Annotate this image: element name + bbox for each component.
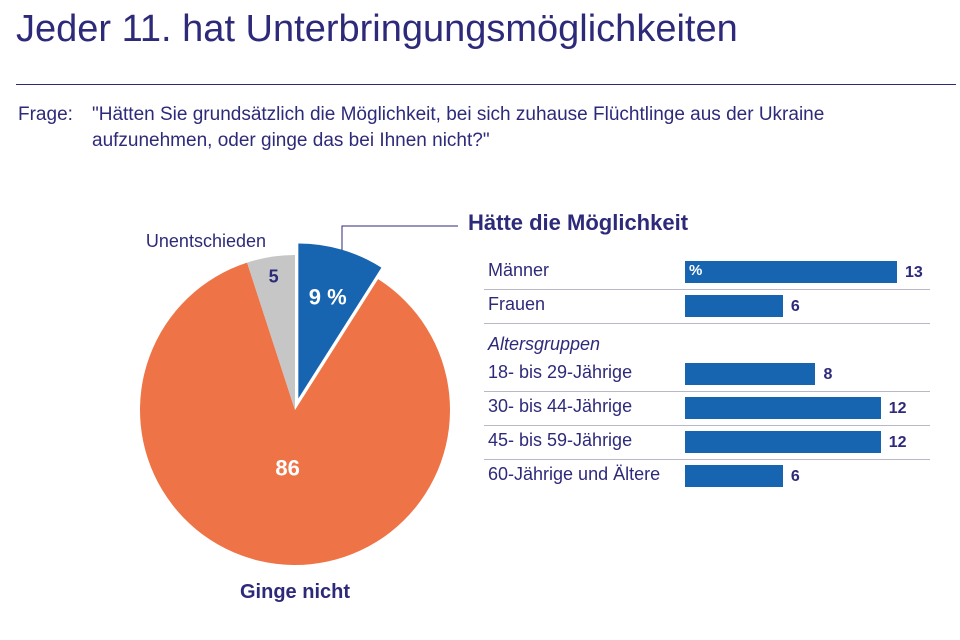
bar-row-60-plus: 60-Jährige und Ältere 6 xyxy=(484,460,930,493)
bar-value-label: 12 xyxy=(888,434,907,451)
bar-row-maenner: Männer % 13 xyxy=(484,256,930,290)
bar-row-18-29: 18- bis 29-Jährige 8 xyxy=(484,358,930,392)
bar xyxy=(685,465,783,487)
pie-slice xyxy=(140,262,451,565)
bar-value-label: 6 xyxy=(790,468,800,485)
group-heading-altersgruppen: Altersgruppen xyxy=(484,324,930,358)
pie-slice xyxy=(247,255,295,410)
slice-category-label: Ginge nicht xyxy=(240,581,350,603)
pie-slice xyxy=(298,243,382,399)
bar-label: 18- bis 29-Jährige xyxy=(488,362,633,382)
bar: % xyxy=(685,261,897,283)
title-divider xyxy=(16,84,956,85)
bar-label: 45- bis 59-Jährige xyxy=(488,430,633,450)
bar-row-frauen: Frauen 6 xyxy=(484,290,930,324)
bar-label: Frauen xyxy=(488,294,546,314)
bar-row-30-44: 30- bis 44-Jährige 12 xyxy=(484,392,930,426)
pie-value-label: 86 xyxy=(275,455,299,480)
bar xyxy=(685,363,816,385)
bar-label: 30- bis 44-Jährige xyxy=(488,396,633,416)
question-line-2: aufzunehmen, oder ginge das bei Ihnen ni… xyxy=(92,130,490,151)
unit-label: % xyxy=(689,262,703,279)
slice-category-label: Unentschieden xyxy=(146,231,266,251)
bar xyxy=(685,295,783,317)
question-prefix: Frage: xyxy=(18,104,73,125)
survey-question: Frage: "Hätten Sie grundsätzlich die Mögl… xyxy=(18,102,824,154)
leader-line xyxy=(341,225,458,250)
group-label: Altersgruppen xyxy=(488,334,601,354)
bar-chart-title: Hätte die Möglichkeit xyxy=(468,210,689,235)
bar-label: 60-Jährige und Ältere xyxy=(488,464,661,484)
bar-label: Männer xyxy=(488,260,550,280)
pie-value-label: 5 xyxy=(269,266,279,286)
bar-row-45-59: 45- bis 59-Jährige 12 xyxy=(484,426,930,460)
bar-value-label: 13 xyxy=(905,264,923,281)
question-line-1: "Hätten Sie grundsätzlich die Möglichkei… xyxy=(92,104,825,125)
pie-value-label: 9 % xyxy=(309,284,347,309)
bar-value-label: 6 xyxy=(790,298,800,315)
bar-value-label: 8 xyxy=(823,366,833,383)
bar-chart: Männer % 13 Frauen 6 Altersgruppen 18- b… xyxy=(484,256,930,493)
chart-title: Jeder 11. hat Unterbringungsmöglichkeite… xyxy=(16,8,738,50)
bar xyxy=(685,397,881,419)
bar xyxy=(685,431,881,453)
bar-value-label: 12 xyxy=(888,400,907,417)
